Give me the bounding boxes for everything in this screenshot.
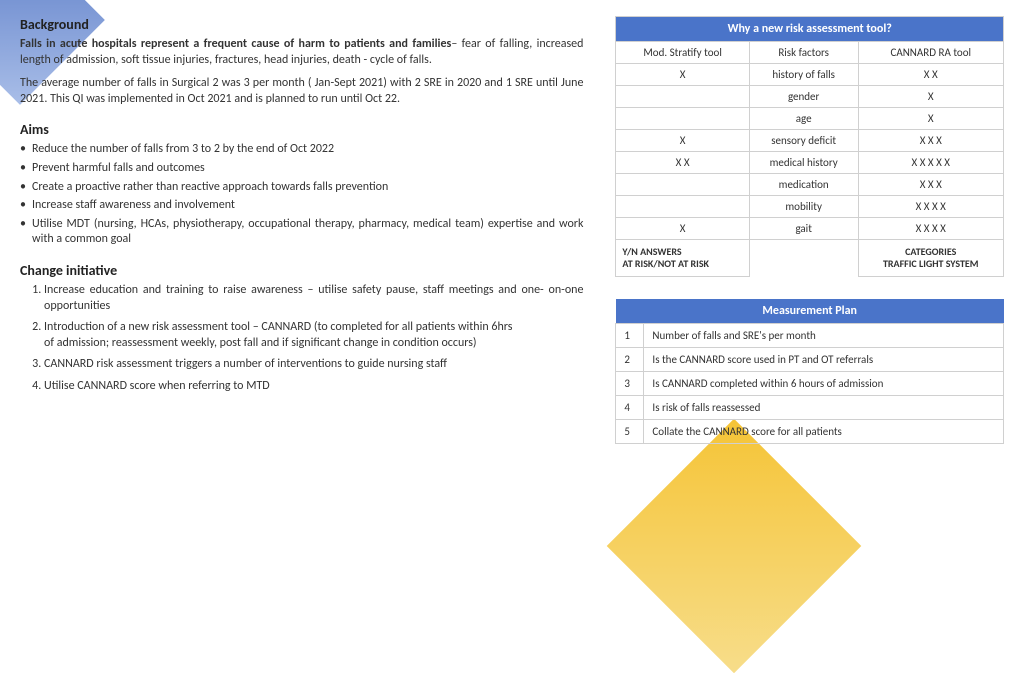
- measurement-title: Measurement Plan: [616, 299, 1004, 324]
- cell: 1: [616, 324, 644, 348]
- aims-heading: Aims: [20, 121, 583, 138]
- cell: gender: [749, 86, 858, 108]
- cell: Collate the CANNARD score for all patien…: [644, 420, 1004, 444]
- cell: 3: [616, 372, 644, 396]
- list-item: Utilise MDT (nursing, HCAs, physiotherap…: [20, 217, 583, 248]
- background-section: Background Falls in acute hospitals repr…: [20, 16, 583, 107]
- background-p1: Falls in acute hospitals represent a fre…: [20, 37, 583, 68]
- foot-spacer: [749, 240, 858, 277]
- cell: age: [749, 108, 858, 130]
- cell: X X X: [858, 174, 1004, 196]
- background-p2: The average number of falls in Surgical …: [20, 76, 583, 107]
- cell: [616, 86, 749, 108]
- list-item: CANNARD risk assessment triggers a numbe…: [44, 357, 583, 373]
- cell: X X X X: [858, 196, 1004, 218]
- cell: X X X X: [858, 218, 1004, 240]
- aims-list: Reduce the number of falls from 3 to 2 b…: [20, 142, 583, 248]
- col-header: Mod. Stratify tool: [616, 42, 749, 64]
- background-heading: Background: [20, 16, 583, 33]
- cell: X: [858, 108, 1004, 130]
- cell: Is risk of falls reassessed: [644, 396, 1004, 420]
- cell: X X: [616, 152, 749, 174]
- cell: sensory deficit: [749, 130, 858, 152]
- background-p1-bold: Falls in acute hospitals represent a fre…: [20, 37, 451, 51]
- list-item: Increase education and training to raise…: [44, 283, 583, 314]
- cell: medication: [749, 174, 858, 196]
- cell: 5: [616, 420, 644, 444]
- cell: mobility: [749, 196, 858, 218]
- cell: medical history: [749, 152, 858, 174]
- cell: 4: [616, 396, 644, 420]
- cell: 2: [616, 348, 644, 372]
- cell: Is CANNARD completed within 6 hours of a…: [644, 372, 1004, 396]
- col-header: CANNARD RA tool: [858, 42, 1004, 64]
- foot-right: CATEGORIES TRAFFIC LIGHT SYSTEM: [858, 240, 1004, 277]
- change-heading: Change initiative: [20, 262, 583, 279]
- col-header: Risk factors: [749, 42, 858, 64]
- list-item: Increase staff awareness and involvement: [20, 198, 583, 214]
- measurement-table: Measurement Plan 1Number of falls and SR…: [615, 299, 1004, 444]
- list-item: Create a proactive rather than reactive …: [20, 180, 583, 196]
- cell: X: [616, 130, 749, 152]
- cell: history of falls: [749, 64, 858, 86]
- cell: X X X: [858, 130, 1004, 152]
- cell: Number of falls and SRE's per month: [644, 324, 1004, 348]
- cell: Is the CANNARD score used in PT and OT r…: [644, 348, 1004, 372]
- cell: X: [858, 86, 1004, 108]
- list-item: Reduce the number of falls from 3 to 2 b…: [20, 142, 583, 158]
- cell: [616, 174, 749, 196]
- change-list: Increase education and training to raise…: [20, 283, 583, 395]
- list-item: Prevent harmful falls and outcomes: [20, 161, 583, 177]
- cell: X: [616, 64, 749, 86]
- cell: gait: [749, 218, 858, 240]
- change-section: Change initiative Increase education and…: [20, 262, 583, 395]
- list-item: Utilise CANNARD score when referring to …: [44, 379, 583, 395]
- foot-left: Y/N ANSWERS AT RISK/NOT AT RISK: [616, 240, 749, 277]
- cell: X: [616, 218, 749, 240]
- cell: [616, 196, 749, 218]
- cell: X X X X X: [858, 152, 1004, 174]
- cell: X X: [858, 64, 1004, 86]
- cell: [616, 108, 749, 130]
- list-item: Introduction of a new risk assessment to…: [44, 320, 583, 351]
- risk-assessment-table: Why a new risk assessment tool? Mod. Str…: [615, 16, 1004, 277]
- aims-section: Aims Reduce the number of falls from 3 t…: [20, 121, 583, 248]
- risk-table-title: Why a new risk assessment tool?: [616, 17, 1004, 42]
